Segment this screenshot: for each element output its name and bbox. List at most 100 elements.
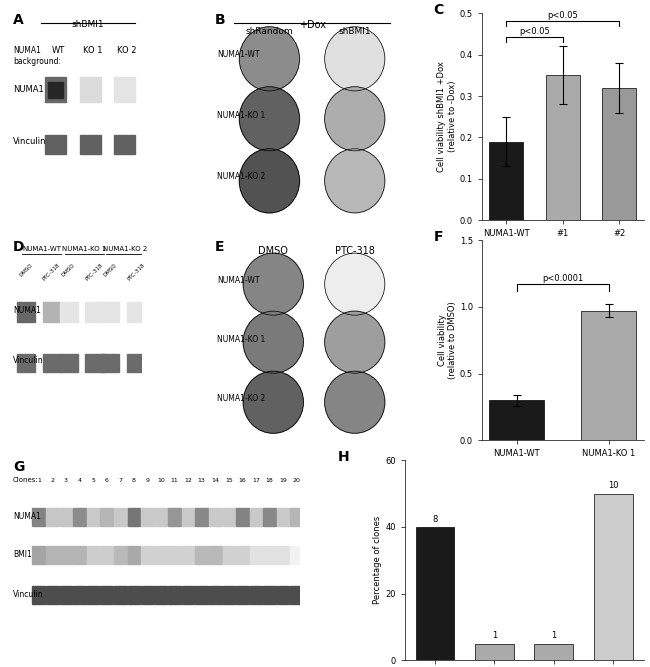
Bar: [100, 546, 113, 564]
Text: DMSO: DMSO: [18, 262, 34, 277]
Bar: [222, 586, 235, 604]
Bar: [114, 508, 127, 526]
Text: NUMA1-WT: NUMA1-WT: [217, 275, 259, 285]
Bar: [263, 546, 276, 564]
Bar: [489, 141, 523, 220]
Bar: [60, 586, 72, 604]
Text: p<0.05: p<0.05: [547, 11, 578, 19]
Text: 10: 10: [608, 482, 619, 490]
Text: 12: 12: [184, 478, 192, 483]
Circle shape: [325, 87, 385, 151]
Bar: [127, 508, 140, 526]
Text: 1: 1: [37, 478, 41, 483]
Circle shape: [243, 311, 304, 373]
Bar: [101, 354, 119, 372]
Bar: [32, 586, 45, 604]
Text: DMSO: DMSO: [102, 262, 118, 277]
Bar: [100, 508, 113, 526]
Bar: [87, 508, 99, 526]
Bar: [236, 508, 249, 526]
Text: PTC-318: PTC-318: [84, 262, 104, 281]
Bar: [581, 311, 636, 440]
Bar: [415, 527, 454, 660]
Text: 17: 17: [252, 478, 260, 483]
Circle shape: [325, 253, 385, 315]
Text: 10: 10: [157, 478, 165, 483]
Text: Vinculin: Vinculin: [13, 137, 47, 146]
Bar: [168, 586, 181, 604]
Bar: [603, 88, 636, 220]
Text: 1: 1: [551, 632, 556, 640]
Bar: [60, 354, 77, 372]
Text: 18: 18: [266, 478, 274, 483]
Bar: [155, 508, 167, 526]
Bar: [196, 546, 208, 564]
Bar: [60, 546, 72, 564]
Circle shape: [325, 371, 385, 434]
Bar: [546, 75, 580, 220]
Text: PTC-318: PTC-318: [42, 262, 62, 281]
Bar: [277, 586, 289, 604]
Text: NUMA1: NUMA1: [13, 85, 44, 94]
Bar: [222, 508, 235, 526]
Bar: [127, 354, 145, 372]
Bar: [141, 508, 153, 526]
Bar: [80, 77, 101, 102]
Bar: [100, 586, 113, 604]
Circle shape: [239, 87, 300, 151]
Text: DMSO: DMSO: [258, 246, 288, 256]
Text: F: F: [434, 230, 443, 244]
Bar: [182, 586, 194, 604]
Text: 19: 19: [280, 478, 287, 483]
Circle shape: [243, 371, 304, 434]
Bar: [46, 77, 66, 102]
Bar: [182, 508, 194, 526]
Bar: [489, 400, 544, 440]
Bar: [222, 546, 235, 564]
Bar: [236, 546, 249, 564]
Text: NUMA1-KO 2: NUMA1-KO 2: [217, 394, 265, 403]
Bar: [277, 508, 289, 526]
Text: WT: WT: [51, 47, 65, 55]
Text: 8: 8: [132, 478, 136, 483]
Bar: [534, 644, 573, 660]
Circle shape: [239, 149, 300, 213]
Bar: [475, 644, 514, 660]
Bar: [168, 508, 181, 526]
Text: KO 2: KO 2: [117, 47, 136, 55]
Circle shape: [325, 311, 385, 373]
Text: 1: 1: [491, 632, 497, 640]
Circle shape: [325, 27, 385, 91]
Circle shape: [243, 253, 304, 315]
Bar: [291, 586, 303, 604]
Bar: [127, 302, 145, 322]
Circle shape: [325, 149, 385, 213]
Text: 5: 5: [91, 478, 95, 483]
Bar: [236, 586, 249, 604]
Text: p<0.0001: p<0.0001: [542, 274, 583, 283]
Bar: [250, 586, 263, 604]
Text: H: H: [338, 450, 350, 464]
Bar: [73, 508, 86, 526]
Bar: [127, 546, 140, 564]
Circle shape: [239, 27, 300, 91]
Bar: [43, 302, 61, 322]
Bar: [209, 508, 222, 526]
Bar: [291, 508, 303, 526]
Bar: [155, 546, 167, 564]
Bar: [250, 546, 263, 564]
Bar: [73, 586, 86, 604]
Bar: [101, 302, 119, 322]
Text: 6: 6: [105, 478, 109, 483]
Bar: [209, 586, 222, 604]
Text: p<0.05: p<0.05: [519, 27, 550, 36]
Text: shBMI1: shBMI1: [72, 19, 105, 29]
Bar: [250, 508, 263, 526]
Text: NUMA1-WT: NUMA1-WT: [22, 246, 61, 252]
Text: 13: 13: [198, 478, 205, 483]
Text: NUMA1-KO 2: NUMA1-KO 2: [217, 172, 265, 181]
Text: NUMA1-KO 1: NUMA1-KO 1: [62, 246, 107, 252]
Text: DMSO: DMSO: [61, 262, 76, 277]
Bar: [87, 586, 99, 604]
Bar: [114, 586, 127, 604]
